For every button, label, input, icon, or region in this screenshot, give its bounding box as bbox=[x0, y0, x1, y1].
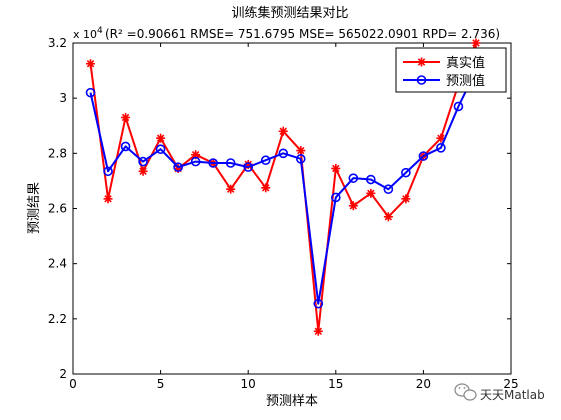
data-point bbox=[313, 298, 324, 309]
chart-title: 训练集预测结果对比 bbox=[231, 5, 348, 21]
axis-ticks: 0 5 10 15 20 25 2 2.2 2.4 2.6 2.8 3 3.2 bbox=[48, 36, 519, 391]
legend-marker-true bbox=[417, 57, 426, 67]
series-line bbox=[89, 70, 477, 305]
data-point bbox=[156, 133, 166, 143]
data-point bbox=[86, 59, 96, 69]
data-point bbox=[155, 144, 166, 154]
data-point bbox=[173, 162, 183, 172]
y-axis-label: 预测结果 bbox=[27, 182, 42, 234]
x-tick-label: 0 bbox=[69, 377, 77, 391]
data-point bbox=[401, 194, 411, 204]
data-point bbox=[436, 143, 446, 153]
plot-area bbox=[72, 42, 512, 375]
wechat-icon bbox=[454, 383, 477, 401]
data-point bbox=[383, 212, 393, 222]
y-tick-label: 2 bbox=[59, 367, 67, 381]
data-point bbox=[278, 148, 289, 159]
data-point bbox=[225, 158, 236, 168]
y-exponent-label: x 104 bbox=[73, 26, 103, 41]
legend: 真实值 预测值 bbox=[395, 47, 507, 93]
data-point bbox=[366, 174, 376, 185]
data-point bbox=[418, 151, 429, 161]
watermark: 天天Matlab bbox=[454, 383, 545, 402]
data-point bbox=[190, 156, 201, 167]
y-tick-label: 2.2 bbox=[48, 312, 67, 326]
data-point bbox=[121, 112, 131, 122]
data-point bbox=[138, 166, 148, 176]
data-point bbox=[85, 87, 96, 98]
data-point bbox=[261, 183, 271, 193]
data-point bbox=[295, 154, 306, 164]
y-tick-label: 2.8 bbox=[48, 146, 67, 160]
data-point bbox=[226, 184, 236, 194]
series-pred bbox=[85, 65, 481, 309]
data-point bbox=[296, 146, 306, 156]
y-tick-label: 3 bbox=[59, 91, 67, 105]
data-point bbox=[436, 133, 446, 143]
data-point bbox=[330, 192, 341, 203]
data-point bbox=[348, 173, 359, 183]
data-point bbox=[103, 194, 113, 204]
chart-subtitle: (R² =0.90661 RMSE= 751.6795 MSE= 565022.… bbox=[105, 27, 500, 41]
legend-box bbox=[395, 47, 507, 93]
x-tick-label: 10 bbox=[241, 377, 256, 391]
data-point bbox=[243, 162, 253, 172]
data-point bbox=[103, 166, 113, 177]
y-tick-label: 3.2 bbox=[48, 36, 67, 50]
data-point bbox=[348, 201, 358, 211]
data-point bbox=[120, 141, 131, 152]
data-point bbox=[383, 184, 394, 194]
data-point bbox=[313, 326, 323, 336]
data-point bbox=[453, 101, 464, 112]
legend-label-true: 真实值 bbox=[446, 55, 485, 71]
x-axis-label: 预测样本 bbox=[266, 394, 318, 409]
data-point bbox=[471, 38, 481, 48]
data-point bbox=[366, 188, 376, 198]
x-tick-label: 25 bbox=[503, 377, 518, 391]
legend-label-pred: 预测值 bbox=[446, 73, 485, 89]
series-true bbox=[86, 38, 481, 336]
y-tick-label: 2.6 bbox=[48, 202, 67, 216]
data-point bbox=[138, 156, 148, 167]
x-tick-label: 5 bbox=[157, 377, 165, 391]
data-point bbox=[401, 167, 411, 178]
legend-marker-pred bbox=[416, 75, 427, 85]
series-layer bbox=[85, 38, 481, 336]
data-point bbox=[331, 164, 341, 174]
data-point bbox=[208, 158, 218, 168]
y-tick-label: 2.4 bbox=[48, 257, 67, 271]
watermark-text: 天天Matlab bbox=[480, 388, 545, 402]
data-point bbox=[260, 155, 271, 166]
data-point bbox=[278, 126, 288, 136]
x-tick-label: 15 bbox=[328, 377, 343, 391]
legend-star-icon bbox=[417, 57, 426, 67]
x-tick-label: 20 bbox=[416, 377, 431, 391]
